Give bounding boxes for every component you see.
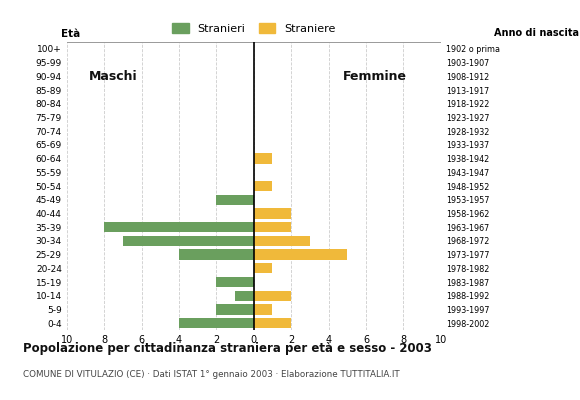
Bar <box>104 222 254 232</box>
Bar <box>179 250 254 260</box>
Bar <box>123 236 254 246</box>
Text: Popolazione per cittadinanza straniera per età e sesso - 2003: Popolazione per cittadinanza straniera p… <box>23 342 432 355</box>
Bar <box>254 222 291 232</box>
Text: Maschi: Maschi <box>89 70 138 83</box>
Bar <box>254 181 273 191</box>
Bar <box>216 277 254 287</box>
Bar <box>254 250 347 260</box>
Bar <box>235 290 254 301</box>
Bar <box>254 290 291 301</box>
Bar <box>254 263 273 274</box>
Bar <box>254 154 273 164</box>
Bar <box>254 304 273 314</box>
Text: Età: Età <box>61 29 81 39</box>
Text: Anno di nascita: Anno di nascita <box>494 28 579 38</box>
Text: Femmine: Femmine <box>343 70 407 83</box>
Text: COMUNE DI VITULAZIO (CE) · Dati ISTAT 1° gennaio 2003 · Elaborazione TUTTITALIA.: COMUNE DI VITULAZIO (CE) · Dati ISTAT 1°… <box>23 370 400 379</box>
Bar <box>179 318 254 328</box>
Bar <box>254 236 310 246</box>
Bar <box>216 304 254 314</box>
Bar <box>216 194 254 205</box>
Bar <box>254 208 291 218</box>
Bar <box>254 318 291 328</box>
Legend: Stranieri, Straniere: Stranieri, Straniere <box>168 19 340 38</box>
